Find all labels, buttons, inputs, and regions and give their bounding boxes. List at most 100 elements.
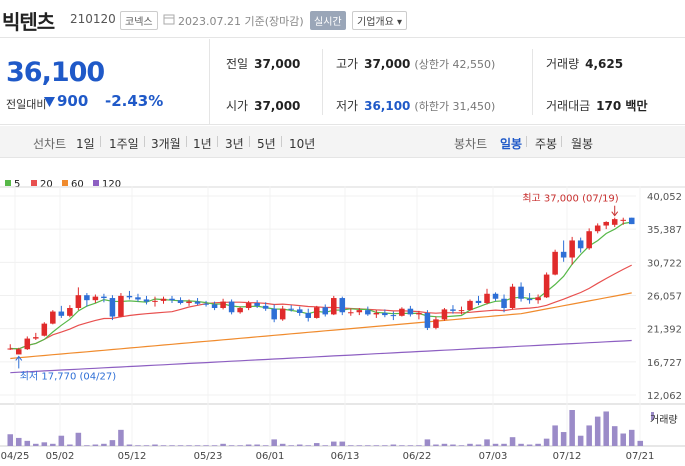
x-tick-label: 07/21 bbox=[626, 451, 655, 462]
candle-body bbox=[41, 323, 48, 336]
volume-bar bbox=[305, 445, 311, 446]
volume-bar bbox=[382, 445, 388, 446]
volume-bar bbox=[458, 445, 465, 446]
candle-body bbox=[501, 298, 507, 308]
volume-bar bbox=[220, 443, 226, 446]
divider bbox=[100, 136, 101, 147]
candle-body bbox=[177, 300, 184, 304]
candle-body bbox=[33, 337, 39, 339]
candle-body bbox=[67, 307, 73, 316]
candle-body bbox=[313, 307, 320, 318]
candle-body bbox=[279, 308, 286, 320]
legend-ma120: 120 bbox=[93, 179, 121, 190]
legend-ma60-label: 60 bbox=[71, 179, 84, 190]
volume-bar bbox=[501, 443, 507, 446]
tab-1y[interactable]: 1년 bbox=[193, 137, 212, 151]
candle-chart-label: 봉차트 bbox=[454, 137, 488, 151]
volume-bar bbox=[194, 445, 201, 446]
volume-bar bbox=[467, 443, 473, 446]
company-overview-button[interactable]: 기업개요 ▾ bbox=[352, 11, 408, 30]
market-badge: 코넥스 bbox=[120, 11, 158, 30]
current-price: 36,100 bbox=[6, 57, 105, 88]
chevron-down-icon: ▾ bbox=[397, 17, 403, 28]
volume-legend-swatch bbox=[651, 412, 654, 420]
tab-daily[interactable]: 일봉 bbox=[500, 137, 523, 151]
min-arrow-head bbox=[15, 355, 23, 361]
price-chart[interactable]: 40,052 35,387 30,722 26,057 21,392 16,727 12,0… bbox=[0, 186, 685, 466]
candle-body bbox=[24, 338, 31, 350]
volume-bar bbox=[628, 429, 635, 446]
volume-bar bbox=[58, 435, 65, 446]
candle-body bbox=[271, 308, 277, 320]
low-value: 36,100 bbox=[364, 99, 411, 113]
volume-bar bbox=[339, 441, 346, 446]
x-tick-label: 04/25 bbox=[1, 451, 30, 462]
volume-bar bbox=[492, 443, 499, 446]
volume-bar bbox=[356, 445, 363, 446]
tab-5y[interactable]: 5년 bbox=[257, 137, 276, 151]
volume-bar bbox=[135, 445, 141, 446]
tab-1w[interactable]: 1주일 bbox=[109, 137, 139, 151]
candle-body bbox=[228, 301, 235, 313]
x-tick-label: 06/01 bbox=[256, 451, 285, 462]
tab-1d[interactable]: 1일 bbox=[76, 137, 95, 151]
volume-bar bbox=[433, 444, 439, 446]
high-price: 고가 37,000 (상한가 42,550) bbox=[336, 55, 495, 72]
tab-weekly[interactable]: 주봉 bbox=[535, 137, 558, 151]
prev-close-value: 37,000 bbox=[254, 57, 301, 71]
lower-limit: (하한가 31,450) bbox=[414, 100, 496, 113]
low-price: 저가 36,100 (하한가 31,450) bbox=[336, 97, 495, 114]
candle-body bbox=[475, 300, 482, 304]
candle-body bbox=[492, 293, 499, 299]
volume-bar bbox=[160, 445, 167, 446]
amount-value: 170 백만 bbox=[596, 99, 648, 113]
volume-stat: 거래량 4,625 bbox=[546, 55, 623, 72]
candle-body bbox=[577, 240, 584, 249]
volume-bar bbox=[475, 444, 482, 446]
volume-axis-label: 거래량 bbox=[650, 415, 678, 426]
volume-bar bbox=[245, 444, 252, 446]
divider bbox=[186, 136, 187, 147]
volume-bar bbox=[203, 445, 209, 446]
volume-bar bbox=[594, 416, 601, 446]
candle-body bbox=[339, 298, 346, 313]
x-tick-label: 05/23 bbox=[194, 451, 223, 462]
legend-ma60: 60 bbox=[62, 179, 84, 190]
candle-body bbox=[594, 225, 601, 232]
prev-close-label: 전일 bbox=[226, 57, 249, 71]
ma60-line bbox=[10, 292, 632, 360]
amount-label: 거래대금 bbox=[546, 99, 591, 113]
candle-body bbox=[92, 296, 99, 301]
candle-body bbox=[126, 295, 133, 298]
stock-name: 빅텐츠 bbox=[2, 10, 55, 34]
realtime-button[interactable]: 실시간 bbox=[310, 11, 346, 30]
tab-10y[interactable]: 10년 bbox=[289, 137, 316, 151]
change-rate: -2.43% bbox=[105, 92, 164, 110]
volume-bar bbox=[143, 445, 150, 446]
volume-bar bbox=[126, 444, 133, 446]
candle-body bbox=[203, 303, 209, 305]
volume-bar bbox=[407, 445, 414, 446]
tab-monthly[interactable]: 월봉 bbox=[571, 137, 594, 151]
volume-value: 4,625 bbox=[585, 57, 624, 71]
candle-body bbox=[245, 303, 252, 308]
volume-bar bbox=[560, 432, 567, 446]
volume-bar bbox=[177, 445, 184, 446]
volume-bar bbox=[211, 445, 218, 446]
candle-body bbox=[518, 286, 524, 299]
high-label: 고가 bbox=[336, 57, 359, 71]
candle-body bbox=[7, 348, 14, 350]
volume-bar bbox=[450, 444, 456, 446]
x-tick-label: 05/02 bbox=[46, 451, 75, 462]
candle-body bbox=[407, 308, 414, 315]
tab-3m[interactable]: 3개월 bbox=[151, 137, 181, 151]
volume-bar bbox=[569, 410, 575, 446]
candle-body bbox=[262, 305, 269, 309]
line-chart-label: 선차트 bbox=[33, 137, 67, 151]
candle-body bbox=[118, 295, 124, 317]
tab-3y[interactable]: 3년 bbox=[225, 137, 244, 151]
open-price: 시가 37,000 bbox=[226, 97, 300, 114]
legend-ma20-label: 20 bbox=[40, 179, 53, 190]
volume-bar bbox=[254, 444, 260, 446]
candle-body bbox=[365, 310, 371, 315]
